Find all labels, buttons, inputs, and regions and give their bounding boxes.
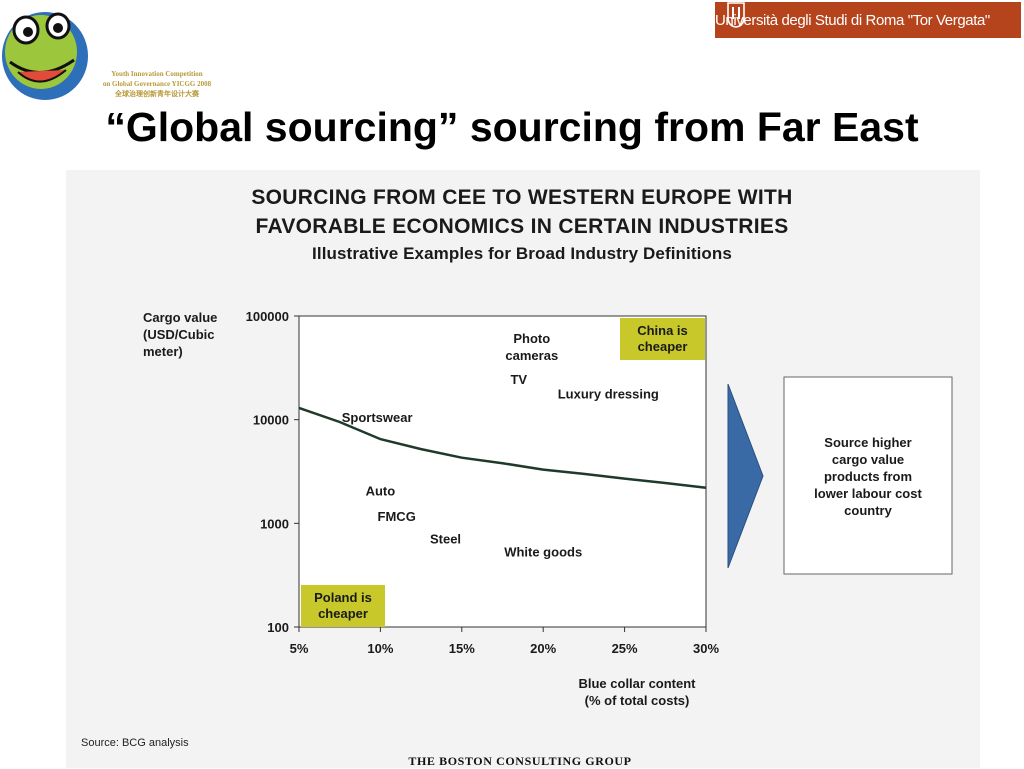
x-tick-label: 5% [290,641,309,656]
university-name: Università degli Studi di Roma "Tor Verg… [715,11,990,29]
industry-label: FMCG [378,509,416,524]
x-tick-label: 15% [449,641,475,656]
y-axis-label: (USD/Cubic [143,327,215,342]
side-box-text: Source higher [824,435,911,450]
y-tick-label: 100 [267,620,289,635]
slide-title: “Global sourcing” sourcing from Far East [105,104,919,150]
logo-caption-line: on Global Governance YICGG 2008 [102,80,212,88]
callout-box [301,585,385,627]
callout-label: cheaper [318,606,368,621]
logo-area: Youth Innovation Competition on Global G… [0,0,240,104]
industry-label: Photo [513,331,550,346]
callout-box [620,318,705,360]
side-box-text: lower labour cost [814,486,922,501]
source-note: Source: BCG analysis [81,737,189,749]
logo-caption-line: Youth Innovation Competition [111,70,203,78]
side-box-text: country [844,503,892,518]
callout-label: Poland is [314,590,372,605]
industry-label: cameras [505,348,558,363]
y-tick-label: 100000 [246,309,289,324]
x-tick-label: 20% [530,641,556,656]
y-axis-label: meter) [143,344,183,359]
frog-logo-icon [2,12,88,100]
series-line [298,406,707,490]
industry-label: Auto [366,484,396,499]
industry-label: TV [510,372,527,387]
industry-label: Steel [430,531,461,546]
arrow-right-icon [727,383,764,569]
x-tick-label: 30% [693,641,719,656]
x-tick-label: 25% [612,641,638,656]
plot-area [298,315,707,628]
university-banner: Università degli Studi di Roma "Tor Verg… [715,2,1021,38]
side-box-text: products from [824,469,912,484]
chart-title-line-2: FAVORABLE ECONOMICS IN CERTAIN INDUSTRIE… [255,215,789,238]
industry-label: Luxury dressing [558,387,659,402]
logo-caption-line: 全球治理创新青年设计大赛 [115,90,199,98]
industry-label: Sportswear [342,410,413,425]
x-tick-label: 10% [367,641,393,656]
x-axis-label: Blue collar content [578,676,696,691]
x-axis-label: (% of total costs) [585,693,690,708]
side-box [783,376,953,575]
industry-label: White goods [504,544,582,559]
footer-company: THE BOSTON CONSULTING GROUP [408,754,632,768]
y-tick-label: 10000 [253,413,289,428]
callout-label: cheaper [638,339,688,354]
chart-subtitle: Illustrative Examples for Broad Industry… [312,244,732,263]
y-tick-label: 1000 [260,516,289,531]
side-box-text: cargo value [832,452,904,467]
y-axis-label: Cargo value [143,310,217,325]
callout-label: China is [637,323,688,338]
university-crest-icon [727,2,745,28]
chart-title-line-1: SOURCING FROM CEE TO WESTERN EUROPE WITH [251,186,793,209]
